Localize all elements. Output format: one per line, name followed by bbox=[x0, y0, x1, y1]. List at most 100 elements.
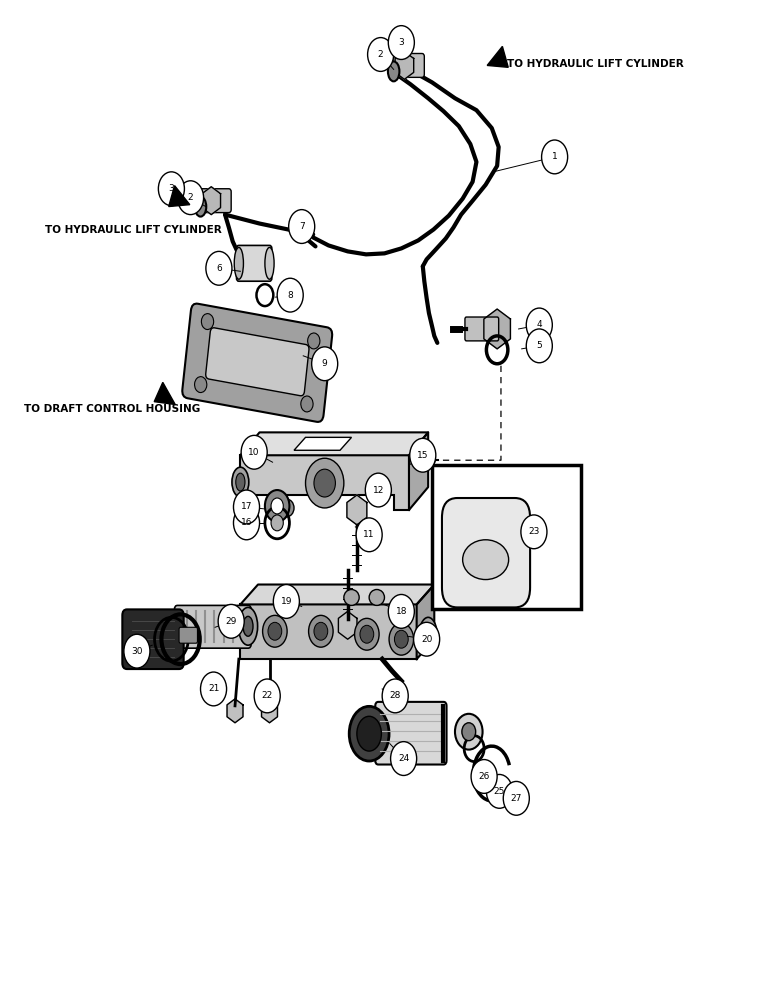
FancyBboxPatch shape bbox=[174, 605, 251, 648]
Circle shape bbox=[314, 622, 328, 640]
Circle shape bbox=[542, 140, 567, 174]
Ellipse shape bbox=[349, 706, 389, 761]
FancyBboxPatch shape bbox=[200, 189, 231, 213]
Circle shape bbox=[158, 172, 185, 206]
Circle shape bbox=[306, 458, 344, 508]
Circle shape bbox=[201, 314, 214, 330]
Ellipse shape bbox=[344, 589, 359, 605]
Polygon shape bbox=[169, 186, 190, 207]
Circle shape bbox=[262, 615, 287, 647]
Circle shape bbox=[527, 329, 552, 363]
Polygon shape bbox=[202, 187, 221, 215]
Circle shape bbox=[309, 615, 333, 647]
Circle shape bbox=[391, 742, 417, 775]
Circle shape bbox=[265, 490, 290, 522]
Circle shape bbox=[233, 490, 259, 524]
Ellipse shape bbox=[243, 616, 253, 636]
Text: 10: 10 bbox=[249, 448, 260, 457]
Text: 8: 8 bbox=[287, 291, 293, 300]
Circle shape bbox=[394, 630, 408, 648]
Circle shape bbox=[277, 278, 303, 312]
Text: 30: 30 bbox=[131, 647, 143, 656]
Text: 17: 17 bbox=[241, 502, 252, 511]
Circle shape bbox=[195, 377, 207, 393]
FancyBboxPatch shape bbox=[179, 627, 198, 643]
Polygon shape bbox=[487, 46, 508, 67]
Text: 2: 2 bbox=[188, 193, 193, 202]
Circle shape bbox=[124, 634, 150, 668]
Circle shape bbox=[254, 679, 280, 713]
Circle shape bbox=[367, 38, 394, 71]
Text: 18: 18 bbox=[395, 607, 407, 616]
Text: 12: 12 bbox=[373, 486, 384, 495]
Circle shape bbox=[365, 473, 391, 507]
Circle shape bbox=[308, 333, 320, 349]
Ellipse shape bbox=[234, 247, 243, 279]
Circle shape bbox=[410, 438, 436, 472]
Bar bbox=[432, 465, 581, 609]
Text: 5: 5 bbox=[537, 341, 542, 350]
Text: 11: 11 bbox=[364, 530, 375, 539]
Ellipse shape bbox=[419, 617, 438, 655]
Circle shape bbox=[486, 774, 513, 808]
Polygon shape bbox=[417, 585, 435, 659]
FancyBboxPatch shape bbox=[182, 304, 332, 422]
FancyBboxPatch shape bbox=[393, 53, 425, 77]
Text: 23: 23 bbox=[528, 527, 540, 536]
Circle shape bbox=[241, 435, 267, 469]
Text: TO DRAFT CONTROL HOUSING: TO DRAFT CONTROL HOUSING bbox=[24, 404, 201, 414]
Polygon shape bbox=[240, 585, 435, 604]
Text: 29: 29 bbox=[225, 617, 237, 626]
Text: 9: 9 bbox=[322, 359, 327, 368]
Circle shape bbox=[455, 714, 482, 750]
Circle shape bbox=[314, 469, 335, 497]
Text: 2: 2 bbox=[378, 50, 384, 59]
Circle shape bbox=[356, 518, 382, 552]
Ellipse shape bbox=[424, 626, 433, 646]
Text: 4: 4 bbox=[537, 320, 542, 329]
Text: 19: 19 bbox=[280, 597, 292, 606]
Text: 24: 24 bbox=[398, 754, 409, 763]
Text: 26: 26 bbox=[479, 772, 489, 781]
Circle shape bbox=[388, 26, 415, 59]
Circle shape bbox=[218, 604, 244, 638]
Text: 28: 28 bbox=[390, 691, 401, 700]
Circle shape bbox=[268, 622, 282, 640]
Text: TO HYDRAULIC LIFT CYLINDER: TO HYDRAULIC LIFT CYLINDER bbox=[45, 225, 222, 235]
Circle shape bbox=[521, 515, 547, 549]
Circle shape bbox=[360, 625, 374, 643]
Text: 3: 3 bbox=[398, 38, 405, 47]
Circle shape bbox=[201, 672, 226, 706]
Text: 1: 1 bbox=[552, 152, 557, 161]
Circle shape bbox=[527, 308, 552, 342]
Ellipse shape bbox=[279, 499, 294, 517]
FancyBboxPatch shape bbox=[442, 498, 530, 607]
Polygon shape bbox=[409, 432, 428, 510]
Circle shape bbox=[471, 760, 497, 793]
Polygon shape bbox=[395, 52, 414, 79]
Circle shape bbox=[206, 251, 232, 285]
Text: TO HYDRAULIC LIFT CYLINDER: TO HYDRAULIC LIFT CYLINDER bbox=[507, 59, 684, 69]
Polygon shape bbox=[240, 432, 428, 455]
Circle shape bbox=[354, 618, 379, 650]
Circle shape bbox=[462, 723, 476, 741]
Polygon shape bbox=[294, 437, 351, 450]
Circle shape bbox=[388, 594, 415, 628]
FancyBboxPatch shape bbox=[375, 702, 446, 765]
Circle shape bbox=[503, 781, 530, 815]
Ellipse shape bbox=[369, 589, 384, 605]
Circle shape bbox=[233, 506, 259, 540]
Ellipse shape bbox=[195, 197, 206, 217]
Polygon shape bbox=[240, 604, 417, 659]
Ellipse shape bbox=[422, 453, 435, 467]
Ellipse shape bbox=[239, 607, 258, 645]
Polygon shape bbox=[347, 495, 367, 525]
Polygon shape bbox=[154, 382, 175, 405]
FancyBboxPatch shape bbox=[465, 317, 499, 341]
Text: 25: 25 bbox=[494, 787, 505, 796]
Ellipse shape bbox=[265, 247, 274, 279]
Polygon shape bbox=[227, 699, 243, 723]
Ellipse shape bbox=[357, 716, 381, 751]
Circle shape bbox=[312, 347, 337, 381]
Circle shape bbox=[178, 181, 204, 215]
